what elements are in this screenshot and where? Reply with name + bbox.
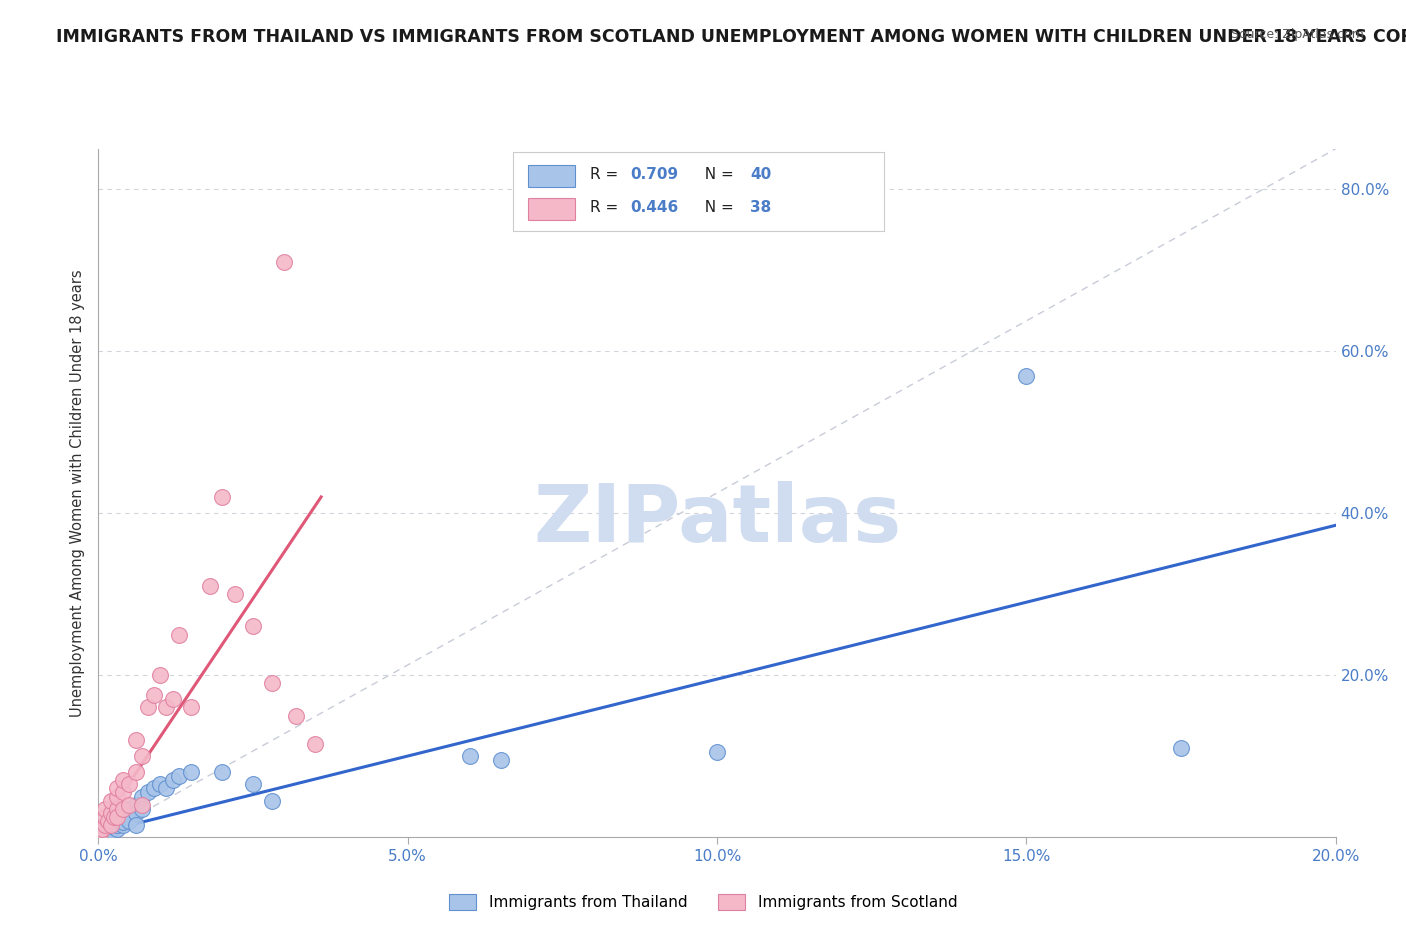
Text: N =: N = — [695, 166, 738, 181]
Point — [105, 809, 128, 824]
Point — [224, 587, 246, 602]
Text: 40: 40 — [751, 166, 772, 181]
Point — [118, 814, 141, 829]
Point — [285, 708, 308, 723]
Point — [100, 823, 122, 838]
Point — [260, 793, 283, 808]
Point — [112, 802, 135, 817]
Point — [162, 692, 184, 707]
Point — [97, 814, 120, 829]
Point — [93, 820, 115, 835]
Point — [155, 700, 177, 715]
Point — [97, 821, 120, 836]
Point — [105, 789, 128, 804]
Point — [124, 797, 146, 812]
Point — [93, 823, 115, 838]
Point — [155, 781, 177, 796]
Point — [273, 255, 295, 270]
Point — [136, 785, 159, 800]
Point — [211, 764, 233, 779]
Text: Source: ZipAtlas.com: Source: ZipAtlas.com — [1230, 28, 1364, 41]
Point — [112, 785, 135, 800]
Text: R =: R = — [589, 200, 623, 215]
Point — [90, 826, 112, 841]
Point — [706, 745, 728, 760]
Point — [242, 619, 264, 634]
Point — [162, 773, 184, 788]
Point — [100, 817, 122, 832]
Point — [167, 769, 190, 784]
Point — [105, 809, 128, 824]
Legend: Immigrants from Thailand, Immigrants from Scotland: Immigrants from Thailand, Immigrants fro… — [441, 886, 965, 918]
Point — [103, 809, 125, 824]
FancyBboxPatch shape — [513, 153, 884, 232]
Point — [108, 814, 131, 829]
Point — [489, 752, 512, 767]
Point — [112, 817, 135, 832]
Point — [180, 700, 202, 715]
Point — [149, 668, 172, 683]
Point — [100, 793, 122, 808]
Point — [149, 777, 172, 791]
Point — [118, 802, 141, 817]
Text: N =: N = — [695, 200, 738, 215]
Point — [112, 805, 135, 820]
Point — [458, 749, 481, 764]
Point — [167, 627, 190, 642]
Point — [180, 764, 202, 779]
Point — [1015, 368, 1038, 383]
Point — [105, 817, 128, 832]
Point — [1170, 740, 1192, 755]
Point — [131, 797, 153, 812]
Point — [198, 578, 221, 593]
Point — [103, 820, 125, 835]
Point — [131, 749, 153, 764]
Point — [118, 797, 141, 812]
Y-axis label: Unemployment Among Women with Children Under 18 years: Unemployment Among Women with Children U… — [70, 269, 86, 717]
Point — [100, 814, 122, 829]
Point — [112, 773, 135, 788]
Point — [105, 781, 128, 796]
Text: 0.709: 0.709 — [630, 166, 679, 181]
Text: ZIPatlas: ZIPatlas — [533, 482, 901, 560]
Point — [124, 733, 146, 748]
Point — [118, 777, 141, 791]
Point — [93, 809, 115, 824]
Text: 0.446: 0.446 — [630, 200, 679, 215]
FancyBboxPatch shape — [527, 198, 575, 220]
Text: R =: R = — [589, 166, 623, 181]
Point — [105, 821, 128, 836]
Point — [112, 815, 135, 830]
Text: 38: 38 — [751, 200, 772, 215]
Point — [112, 809, 135, 824]
Point — [304, 737, 326, 751]
Point — [105, 802, 128, 817]
Point — [100, 805, 122, 820]
Point — [105, 815, 128, 830]
Point — [124, 764, 146, 779]
Point — [211, 489, 233, 504]
Point — [124, 805, 146, 820]
Point — [131, 802, 153, 817]
Point — [118, 809, 141, 824]
Point — [90, 821, 112, 836]
FancyBboxPatch shape — [527, 166, 575, 187]
Point — [143, 688, 166, 703]
Point — [93, 817, 115, 832]
Point — [93, 802, 115, 817]
Point — [131, 789, 153, 804]
Point — [260, 676, 283, 691]
Point — [136, 700, 159, 715]
Point — [124, 817, 146, 832]
Point — [100, 817, 122, 832]
Point — [89, 826, 111, 841]
Text: IMMIGRANTS FROM THAILAND VS IMMIGRANTS FROM SCOTLAND UNEMPLOYMENT AMONG WOMEN WI: IMMIGRANTS FROM THAILAND VS IMMIGRANTS F… — [56, 28, 1406, 46]
Point — [143, 781, 166, 796]
Point — [242, 777, 264, 791]
